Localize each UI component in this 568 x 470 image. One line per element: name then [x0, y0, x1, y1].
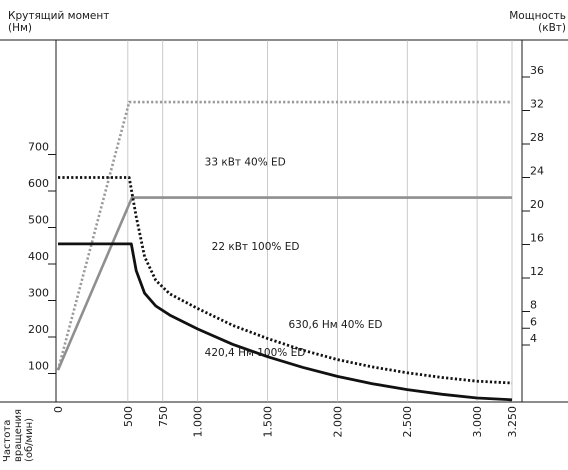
series-line-420-4-100-ed — [58, 242, 513, 402]
y-tick-label-500: 500 — [28, 214, 49, 227]
x-tick-label-3.000: 3.000 — [471, 406, 484, 438]
x-axis-title-line-1: Частота — [2, 420, 13, 462]
y-tick-label-400: 400 — [28, 250, 49, 263]
x-tick-label-2.000: 2.000 — [331, 406, 344, 438]
y2-tick-label-24: 24 — [530, 165, 544, 178]
x-tick-label-750: 750 — [157, 406, 170, 427]
right-axis-title-line2: (кВт) — [538, 22, 566, 34]
y-tick-label-100: 100 — [28, 360, 49, 373]
x-tick-label-1.500: 1.500 — [262, 406, 275, 438]
x-tick-label-2.500: 2.500 — [401, 406, 414, 438]
series-line-22-100-ed — [56, 196, 512, 371]
left-axis-title-line2: (Нм) — [8, 22, 33, 34]
series-line-33-40-ed — [56, 100, 512, 371]
y2-tick-label-28: 28 — [530, 131, 544, 144]
x-tick-label-500: 500 — [122, 406, 135, 427]
series-line-630-6-40-ed — [58, 176, 513, 385]
y2-tick-label-32: 32 — [530, 98, 544, 111]
y2-tick-label-16: 16 — [530, 232, 544, 245]
y2-tick-label-36: 36 — [530, 64, 544, 77]
x-tick-label-3.250: 3.250 — [506, 406, 519, 438]
annotation-label-4: 420,4 Нм 100% ED — [205, 347, 306, 359]
y-tick-label-700: 700 — [28, 141, 49, 154]
left-axis-title-line1: Крутящий момент — [8, 10, 110, 22]
y2-tick-label-12: 12 — [530, 265, 544, 278]
y2-tick-label-20: 20 — [530, 198, 544, 211]
y2-tick-label-4: 4 — [530, 332, 537, 345]
right-axis-title: Мощность (кВт) — [509, 10, 566, 34]
annotation-label-1: 33 кВт 40% ED — [205, 156, 286, 168]
y-tick-label-300: 300 — [28, 287, 49, 300]
x-tick-label-1.000: 1.000 — [192, 406, 205, 438]
y-tick-label-600: 600 — [28, 177, 49, 190]
y2-tick-label-8: 8 — [530, 299, 537, 312]
x-tick-label-0: 0 — [52, 406, 65, 413]
y2-tick-label-6: 6 — [530, 315, 537, 328]
left-axis-title: Крутящий момент (Нм) — [8, 10, 109, 34]
x-axis-title-line-3: (об/мин) — [24, 418, 35, 462]
annotation-label-2: 22 кВт 100% ED — [212, 241, 300, 253]
x-axis-title-line-2: вращения — [13, 409, 24, 462]
annotation-label-3: 630,6 Нм 40% ED — [288, 319, 382, 331]
right-axis-title-line1: Мощность — [509, 10, 566, 22]
y-tick-label-200: 200 — [28, 323, 49, 336]
